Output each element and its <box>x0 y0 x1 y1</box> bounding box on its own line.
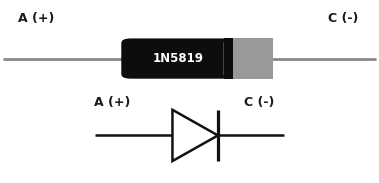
FancyBboxPatch shape <box>121 38 273 79</box>
Bar <box>233 38 273 79</box>
Text: C (-): C (-) <box>244 96 275 109</box>
FancyBboxPatch shape <box>224 38 273 79</box>
Text: A (+): A (+) <box>94 96 130 109</box>
Text: A (+): A (+) <box>18 12 54 25</box>
Text: 1N5819: 1N5819 <box>153 52 204 65</box>
Text: C (-): C (-) <box>328 12 358 25</box>
Bar <box>224 38 233 79</box>
